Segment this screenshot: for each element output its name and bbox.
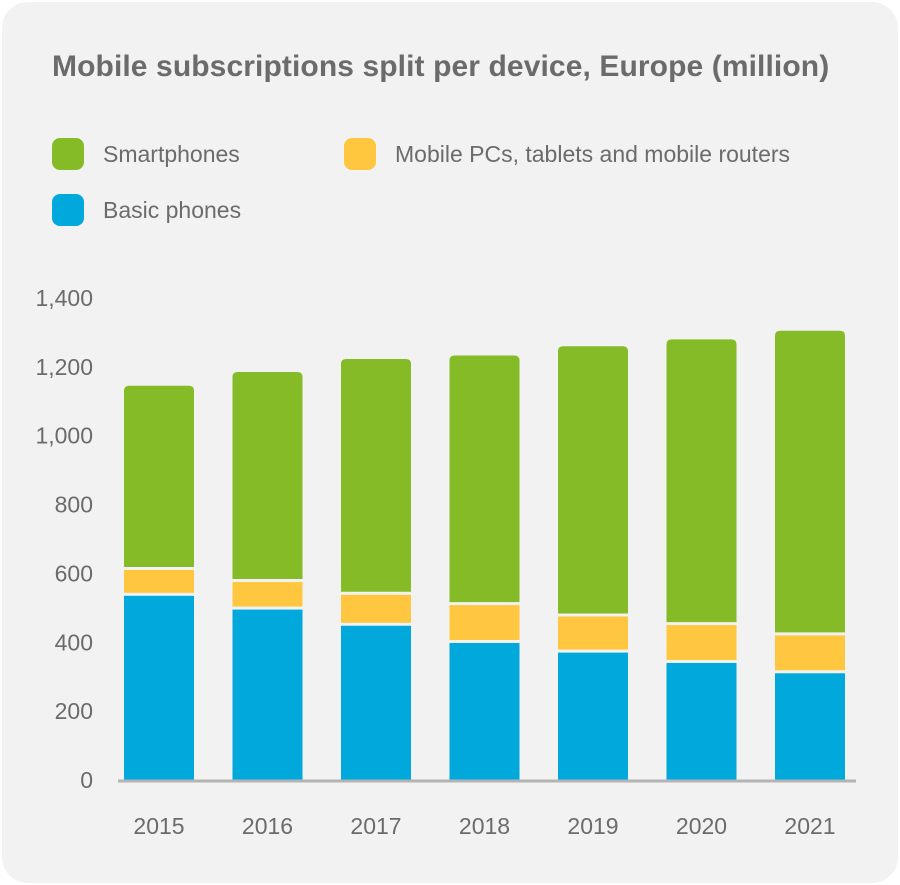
legend-item-smartphones: Smartphones xyxy=(52,138,240,170)
bar-smartphones-2018 xyxy=(449,355,520,603)
bar-mobile-pcs-tablets-and-mobile-routers-2017 xyxy=(341,594,411,623)
bar-mobile-pcs-tablets-and-mobile-routers-2019 xyxy=(558,616,628,650)
bar-mobile-pcs-tablets-and-mobile-routers-2020 xyxy=(666,625,737,660)
bar-basic-phones-2018 xyxy=(449,642,520,780)
bar-basic-phones-2016 xyxy=(232,609,303,780)
bar-mobile-pcs-tablets-and-mobile-routers-2015 xyxy=(124,569,194,593)
legend-swatch-basic-phones xyxy=(52,194,84,226)
y-tick-label: 400 xyxy=(55,629,93,655)
legend-label-basic-phones: Basic phones xyxy=(103,196,242,223)
bar-smartphones-2016 xyxy=(232,372,303,580)
legend-item-basic-phones: Basic phones xyxy=(52,194,241,226)
x-tick-label: 2016 xyxy=(242,813,293,839)
y-tick-label: 600 xyxy=(55,560,93,586)
bar-basic-phones-2019 xyxy=(558,652,628,780)
bar-smartphones-2020 xyxy=(666,339,737,623)
legend-label-smartphones: Smartphones xyxy=(103,140,240,167)
y-tick-label: 0 xyxy=(80,767,93,793)
y-tick-label: 1,000 xyxy=(35,423,93,449)
bar-mobile-pcs-tablets-and-mobile-routers-2021 xyxy=(775,635,845,671)
y-tick-label: 1,200 xyxy=(35,354,93,380)
bar-mobile-pcs-tablets-and-mobile-routers-2016 xyxy=(232,582,303,607)
legend-label-mobile-pcs: Mobile PCs, tablets and mobile routers xyxy=(395,140,791,167)
y-tick-label: 200 xyxy=(55,698,93,724)
x-tick-label: 2015 xyxy=(133,813,184,839)
bar-basic-phones-2021 xyxy=(775,673,845,780)
chart-title: Mobile subscriptions split per device, E… xyxy=(52,50,830,83)
x-tick-label: 2021 xyxy=(784,813,835,839)
x-tick-label: 2019 xyxy=(567,813,618,839)
bar-smartphones-2015 xyxy=(124,385,194,567)
bar-basic-phones-2020 xyxy=(666,662,737,780)
legend-swatch-smartphones xyxy=(52,138,84,170)
legend-swatch-mobile-pcs xyxy=(344,138,376,170)
bar-basic-phones-2017 xyxy=(341,625,411,780)
x-tick-label: 2018 xyxy=(459,813,510,839)
bar-smartphones-2021 xyxy=(775,330,845,633)
y-tick-label: 1,400 xyxy=(35,285,93,311)
legend-item-mobile-pcs: Mobile PCs, tablets and mobile routers xyxy=(344,138,790,170)
bar-smartphones-2017 xyxy=(341,358,411,592)
y-tick-label: 800 xyxy=(55,492,93,518)
bar-basic-phones-2015 xyxy=(124,595,194,780)
x-tick-label: 2020 xyxy=(676,813,727,839)
bar-smartphones-2019 xyxy=(558,346,628,614)
x-tick-label: 2017 xyxy=(350,813,401,839)
bar-mobile-pcs-tablets-and-mobile-routers-2018 xyxy=(449,605,520,640)
